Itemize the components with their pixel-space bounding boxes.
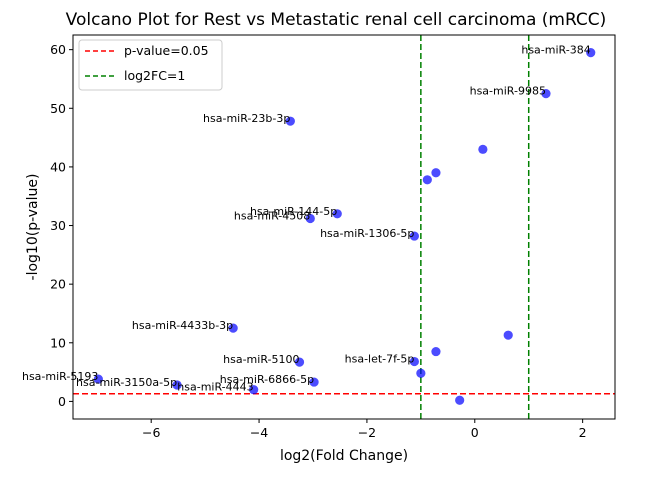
y-tick-label: 20 bbox=[50, 277, 66, 292]
y-tick-label: 60 bbox=[50, 42, 66, 57]
point-label: hsa-miR-5193 bbox=[22, 370, 98, 383]
point-label: hsa-miR-3150a-5p bbox=[76, 376, 177, 389]
x-tick-label: −6 bbox=[142, 425, 160, 440]
data-point bbox=[431, 346, 441, 357]
y-tick-label: 10 bbox=[50, 335, 66, 350]
point-label: hsa-miR-4433b-3p bbox=[132, 319, 233, 332]
x-tick-label: −2 bbox=[358, 425, 376, 440]
point-label: hsa-miR-144-5p bbox=[250, 205, 337, 218]
legend-box bbox=[78, 39, 223, 91]
data-point bbox=[93, 374, 103, 384]
x-axis: −6 −4 −2 0 2 bbox=[142, 419, 587, 440]
x-tick-label: 0 bbox=[471, 425, 479, 440]
y-tick-label: 40 bbox=[50, 159, 66, 174]
point-label: hsa-miR-4443 bbox=[177, 381, 253, 394]
data-point bbox=[285, 116, 295, 126]
y-tick-label: 50 bbox=[50, 101, 66, 116]
point-label: hsa-miR-6866-5p bbox=[220, 373, 314, 386]
point-label: hsa-let-7f-5p bbox=[345, 353, 415, 366]
data-point bbox=[172, 380, 182, 390]
legend-label-p-value: p-value=0.05 bbox=[124, 43, 209, 58]
x-tick-label: 2 bbox=[579, 425, 587, 440]
y-tick-label: 30 bbox=[50, 218, 66, 233]
x-tick-label: −4 bbox=[250, 425, 268, 440]
point-label: hsa-miR-5100 bbox=[223, 353, 299, 366]
legend-label-log2fc: log2FC=1 bbox=[124, 68, 185, 83]
data-point bbox=[422, 175, 432, 185]
legend: p-value=0.05 log2FC=1 bbox=[78, 39, 223, 91]
plot-frame bbox=[72, 34, 616, 420]
point-label: hsa-miR-1306-5p bbox=[320, 227, 414, 240]
data-point bbox=[503, 330, 513, 340]
point-label: hsa-miR-384 bbox=[521, 44, 590, 57]
data-point bbox=[586, 47, 596, 58]
data-point bbox=[409, 231, 419, 241]
data-point bbox=[416, 368, 426, 378]
data-point bbox=[309, 377, 319, 387]
data-point bbox=[455, 395, 465, 405]
data-point bbox=[431, 168, 441, 178]
y-tick-label: 0 bbox=[58, 394, 66, 409]
data-point bbox=[294, 357, 305, 367]
data-point bbox=[409, 356, 419, 367]
data-point bbox=[541, 89, 551, 99]
point-label: hsa-miR-23b-3p bbox=[203, 112, 290, 125]
data-point bbox=[228, 323, 238, 333]
point-label: hsa-miR-4508 bbox=[234, 209, 310, 222]
data-point bbox=[332, 209, 342, 219]
point-label: hsa-miR-9985 bbox=[470, 85, 546, 98]
data-point bbox=[249, 385, 259, 395]
data-point bbox=[478, 144, 488, 154]
y-axis-label: -log10(p-value) bbox=[25, 174, 41, 281]
chart-title: Volcano Plot for Rest vs Metastatic rena… bbox=[66, 10, 607, 30]
data-point bbox=[305, 213, 315, 224]
plot-area: hsa-miR-384 hsa-miR-9985 hsa-miR-23b-3p hsa… bbox=[22, 35, 615, 419]
x-axis-label: log2(Fold Change) bbox=[280, 448, 408, 464]
y-axis: 0 10 20 30 40 50 60 bbox=[50, 42, 73, 409]
